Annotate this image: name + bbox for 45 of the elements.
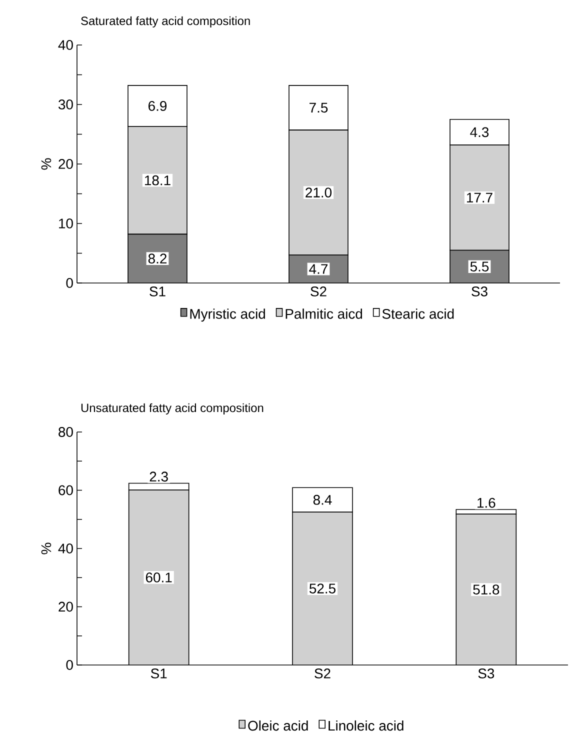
y-tick-label: 40	[58, 40, 73, 50]
data-label: 4.7	[309, 264, 328, 274]
y-tick-label: 0	[66, 278, 73, 288]
y-tick-label: 0	[66, 660, 73, 670]
y-tick-label: 60	[58, 485, 73, 496]
y-tick-label: 80	[58, 427, 73, 437]
data-label: 7.5	[310, 102, 328, 113]
legend-label: Oleic acid	[248, 720, 308, 731]
legend-label: Stearic acid	[382, 308, 454, 319]
data-label: 5.5	[470, 262, 489, 272]
y-tick-label: 30	[58, 100, 73, 110]
data-label: 4.3	[470, 127, 489, 138]
bar	[450, 250, 510, 283]
data-label: 8.4	[313, 494, 332, 505]
data-label: 51.8	[473, 584, 500, 595]
data-label: 6.9	[148, 101, 167, 111]
data-label: 1.6	[478, 498, 496, 508]
data-label: 2.3	[150, 472, 168, 482]
data-label: 8.2	[148, 254, 166, 264]
x-tick-label: S3	[472, 286, 488, 296]
y-tick-label: 20	[58, 159, 73, 169]
y-tick-label: 40	[58, 544, 73, 554]
chart-title: Saturated fatty acid composition	[81, 16, 250, 28]
chart-title: Unsaturated fatty acid composition	[81, 403, 264, 415]
legend-label: Myristic acid	[190, 308, 265, 322]
x-tick-label: S1	[150, 668, 167, 678]
bar	[292, 512, 353, 665]
bar	[128, 234, 187, 283]
data-label: 52.5	[309, 584, 336, 594]
x-tick-label: S3	[478, 668, 494, 678]
y-axis-title: %	[41, 158, 52, 170]
bar	[456, 514, 517, 665]
data-label: 17.7	[466, 192, 492, 202]
legend-label: Linoleic acid	[328, 720, 404, 731]
data-label: 21.0	[306, 188, 332, 198]
y-axis-title: %	[41, 542, 52, 554]
y-tick-label: 20	[58, 602, 73, 612]
x-tick-label: S2	[314, 668, 330, 678]
data-label: 60.1	[146, 572, 172, 582]
legend-label: Palmitic aicd	[286, 308, 362, 319]
data-label: 18.1	[144, 175, 170, 186]
bar	[128, 490, 189, 665]
x-tick-label: S2	[310, 286, 326, 296]
x-tick-label: S1	[150, 286, 166, 296]
y-tick-label: 10	[59, 218, 73, 228]
